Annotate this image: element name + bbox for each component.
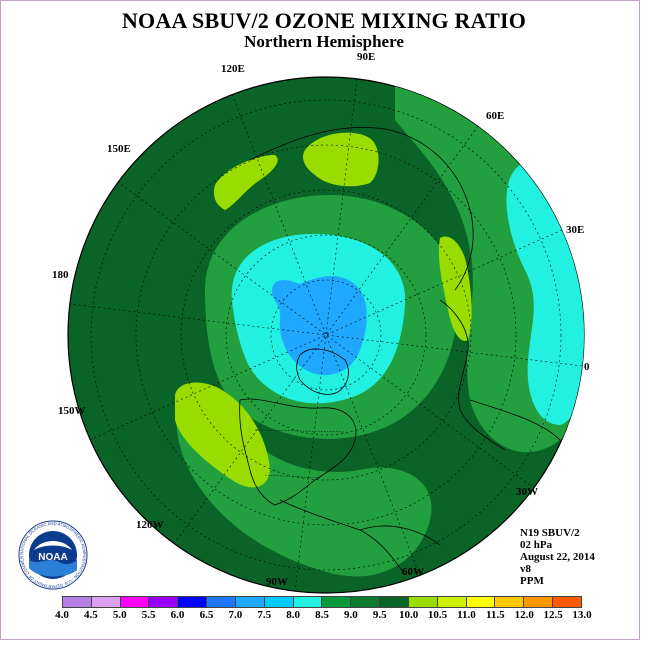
- legend-swatch: [63, 597, 92, 607]
- legend-tick-label: 4.0: [55, 609, 69, 621]
- contour-7-7-5: [272, 276, 367, 376]
- lon-label-120e: 120E: [221, 63, 245, 75]
- latitude-grid: [90, 99, 562, 571]
- coast-north-america: [239, 398, 357, 506]
- legend-tick-label: 9.5: [372, 609, 387, 621]
- lon-label-150e: 150E: [107, 143, 131, 155]
- coastlines: [239, 127, 561, 576]
- legend-tick-label: 5.0: [112, 609, 127, 621]
- lat-circle-70: [225, 234, 427, 436]
- lon-label-30w: 30W: [516, 486, 538, 498]
- legend-swatch: [264, 597, 294, 607]
- legend-swatch: [380, 597, 409, 607]
- legend-tick-label: 5.5: [141, 609, 156, 621]
- info-version: v8: [520, 563, 531, 575]
- meridian-60w-120e: [231, 93, 421, 577]
- legend-swatch: [466, 597, 496, 607]
- legend-swatch: [120, 597, 150, 607]
- lat-circle-60: [180, 189, 472, 481]
- legend-swatch: [91, 597, 121, 607]
- map-subtitle: Northern Hemisphere: [244, 32, 404, 51]
- meridian-90e-90w: [294, 78, 358, 592]
- info-instrument: N19 SBUV/2: [520, 527, 580, 539]
- border-us-canada: [254, 429, 346, 433]
- contour-9-5-nw: [213, 155, 278, 210]
- info-block: N19 SBUV/2 02 hPa August 22, 2014 v8 PPM: [520, 527, 595, 587]
- lat-circle-50: [135, 144, 517, 526]
- lon-label-60w: 60W: [402, 566, 424, 578]
- legend-tick-label: 11.0: [457, 609, 476, 621]
- contour-9-5-west: [175, 382, 270, 488]
- legend-tick-label: 6.5: [199, 609, 214, 621]
- legend-swatch: [351, 597, 381, 607]
- lat-circle-80: [270, 279, 382, 391]
- legend-swatch: [553, 597, 581, 607]
- lat-circle-40: [90, 99, 562, 571]
- lon-label-30e: 30E: [566, 224, 585, 236]
- lon-label-180: 180: [52, 269, 69, 281]
- legend-swatch: [524, 597, 554, 607]
- noaa-logo: NATIONAL OCEANIC AND ATMOSPHERIC ADMINIS…: [14, 520, 88, 590]
- legend-tick-label: 4.5: [84, 609, 98, 621]
- political-borders: [254, 429, 346, 479]
- contour-9-5-north: [303, 132, 379, 187]
- meridian-grid: [69, 78, 583, 592]
- info-date: August 22, 2014: [520, 551, 595, 563]
- legend-swatch: [207, 597, 236, 607]
- meridian-0-180: [69, 303, 583, 367]
- legend-swatch: [408, 597, 438, 607]
- legend-tick-label: 7.0: [228, 609, 243, 621]
- info-units: PPM: [520, 575, 544, 587]
- legend-swatch: [322, 597, 352, 607]
- lon-label-120w: 120W: [136, 519, 164, 531]
- legend-tick-label: 9.0: [344, 609, 358, 621]
- legend-bar: [62, 596, 582, 608]
- coast-greenland: [296, 348, 349, 395]
- contour-9-5-east: [438, 236, 472, 341]
- legend-tick-label: 7.5: [257, 609, 272, 621]
- coast-africa: [469, 399, 561, 441]
- lon-label-60e: 60E: [486, 110, 505, 122]
- legend-swatch: [235, 597, 265, 607]
- legend-tick-label: 10.0: [399, 609, 419, 621]
- legend-swatch: [437, 597, 467, 607]
- coast-south-america: [359, 525, 441, 546]
- legend-swatch: [495, 597, 525, 607]
- lon-label-90w: 90W: [266, 576, 288, 588]
- meridian-30e-150w: [89, 229, 563, 441]
- legend-tick-label: 8.0: [286, 609, 300, 621]
- legend-tick-label: 12.0: [514, 609, 534, 621]
- legend-tick-label: 11.5: [486, 609, 505, 621]
- legend-tick-label: 10.5: [427, 609, 448, 621]
- legend-tick-label: 13.0: [572, 609, 592, 621]
- meridian-60e-120w: [173, 125, 479, 545]
- legend-swatch: [178, 597, 208, 607]
- logo-text: NOAA: [38, 552, 67, 563]
- map-title: NOAA SBUV/2 OZONE MIXING RATIO: [121, 8, 527, 33]
- info-pressure: 02 hPa: [520, 539, 553, 551]
- meridian-30w-150e: [117, 181, 535, 489]
- coast-europe: [439, 299, 506, 451]
- legend-ticks: 4.0 4.5 5.0 5.5 6.0 6.5 7.0 7.5 8.0 8.5 9.0 9.5 10.0…: [55, 608, 592, 622]
- border-us-mexico: [264, 474, 321, 479]
- lon-label-90e: 90E: [357, 51, 376, 63]
- coast-central-america: [279, 499, 406, 576]
- legend-tick-label: 12.5: [543, 609, 563, 621]
- legend-swatch: [149, 597, 179, 607]
- legend-swatch: [293, 597, 323, 607]
- legend-tick-label: 8.5: [315, 609, 329, 621]
- coast-asia: [249, 127, 474, 291]
- lon-label-150w: 150W: [58, 405, 86, 417]
- legend-tick-label: 6.0: [170, 609, 185, 621]
- lon-label-0: 0: [584, 361, 590, 373]
- color-legend: 4.0 4.5 5.0 5.5 6.0 6.5 7.0 7.5 8.0 8.5 9.0 9.5 10.0…: [55, 596, 592, 622]
